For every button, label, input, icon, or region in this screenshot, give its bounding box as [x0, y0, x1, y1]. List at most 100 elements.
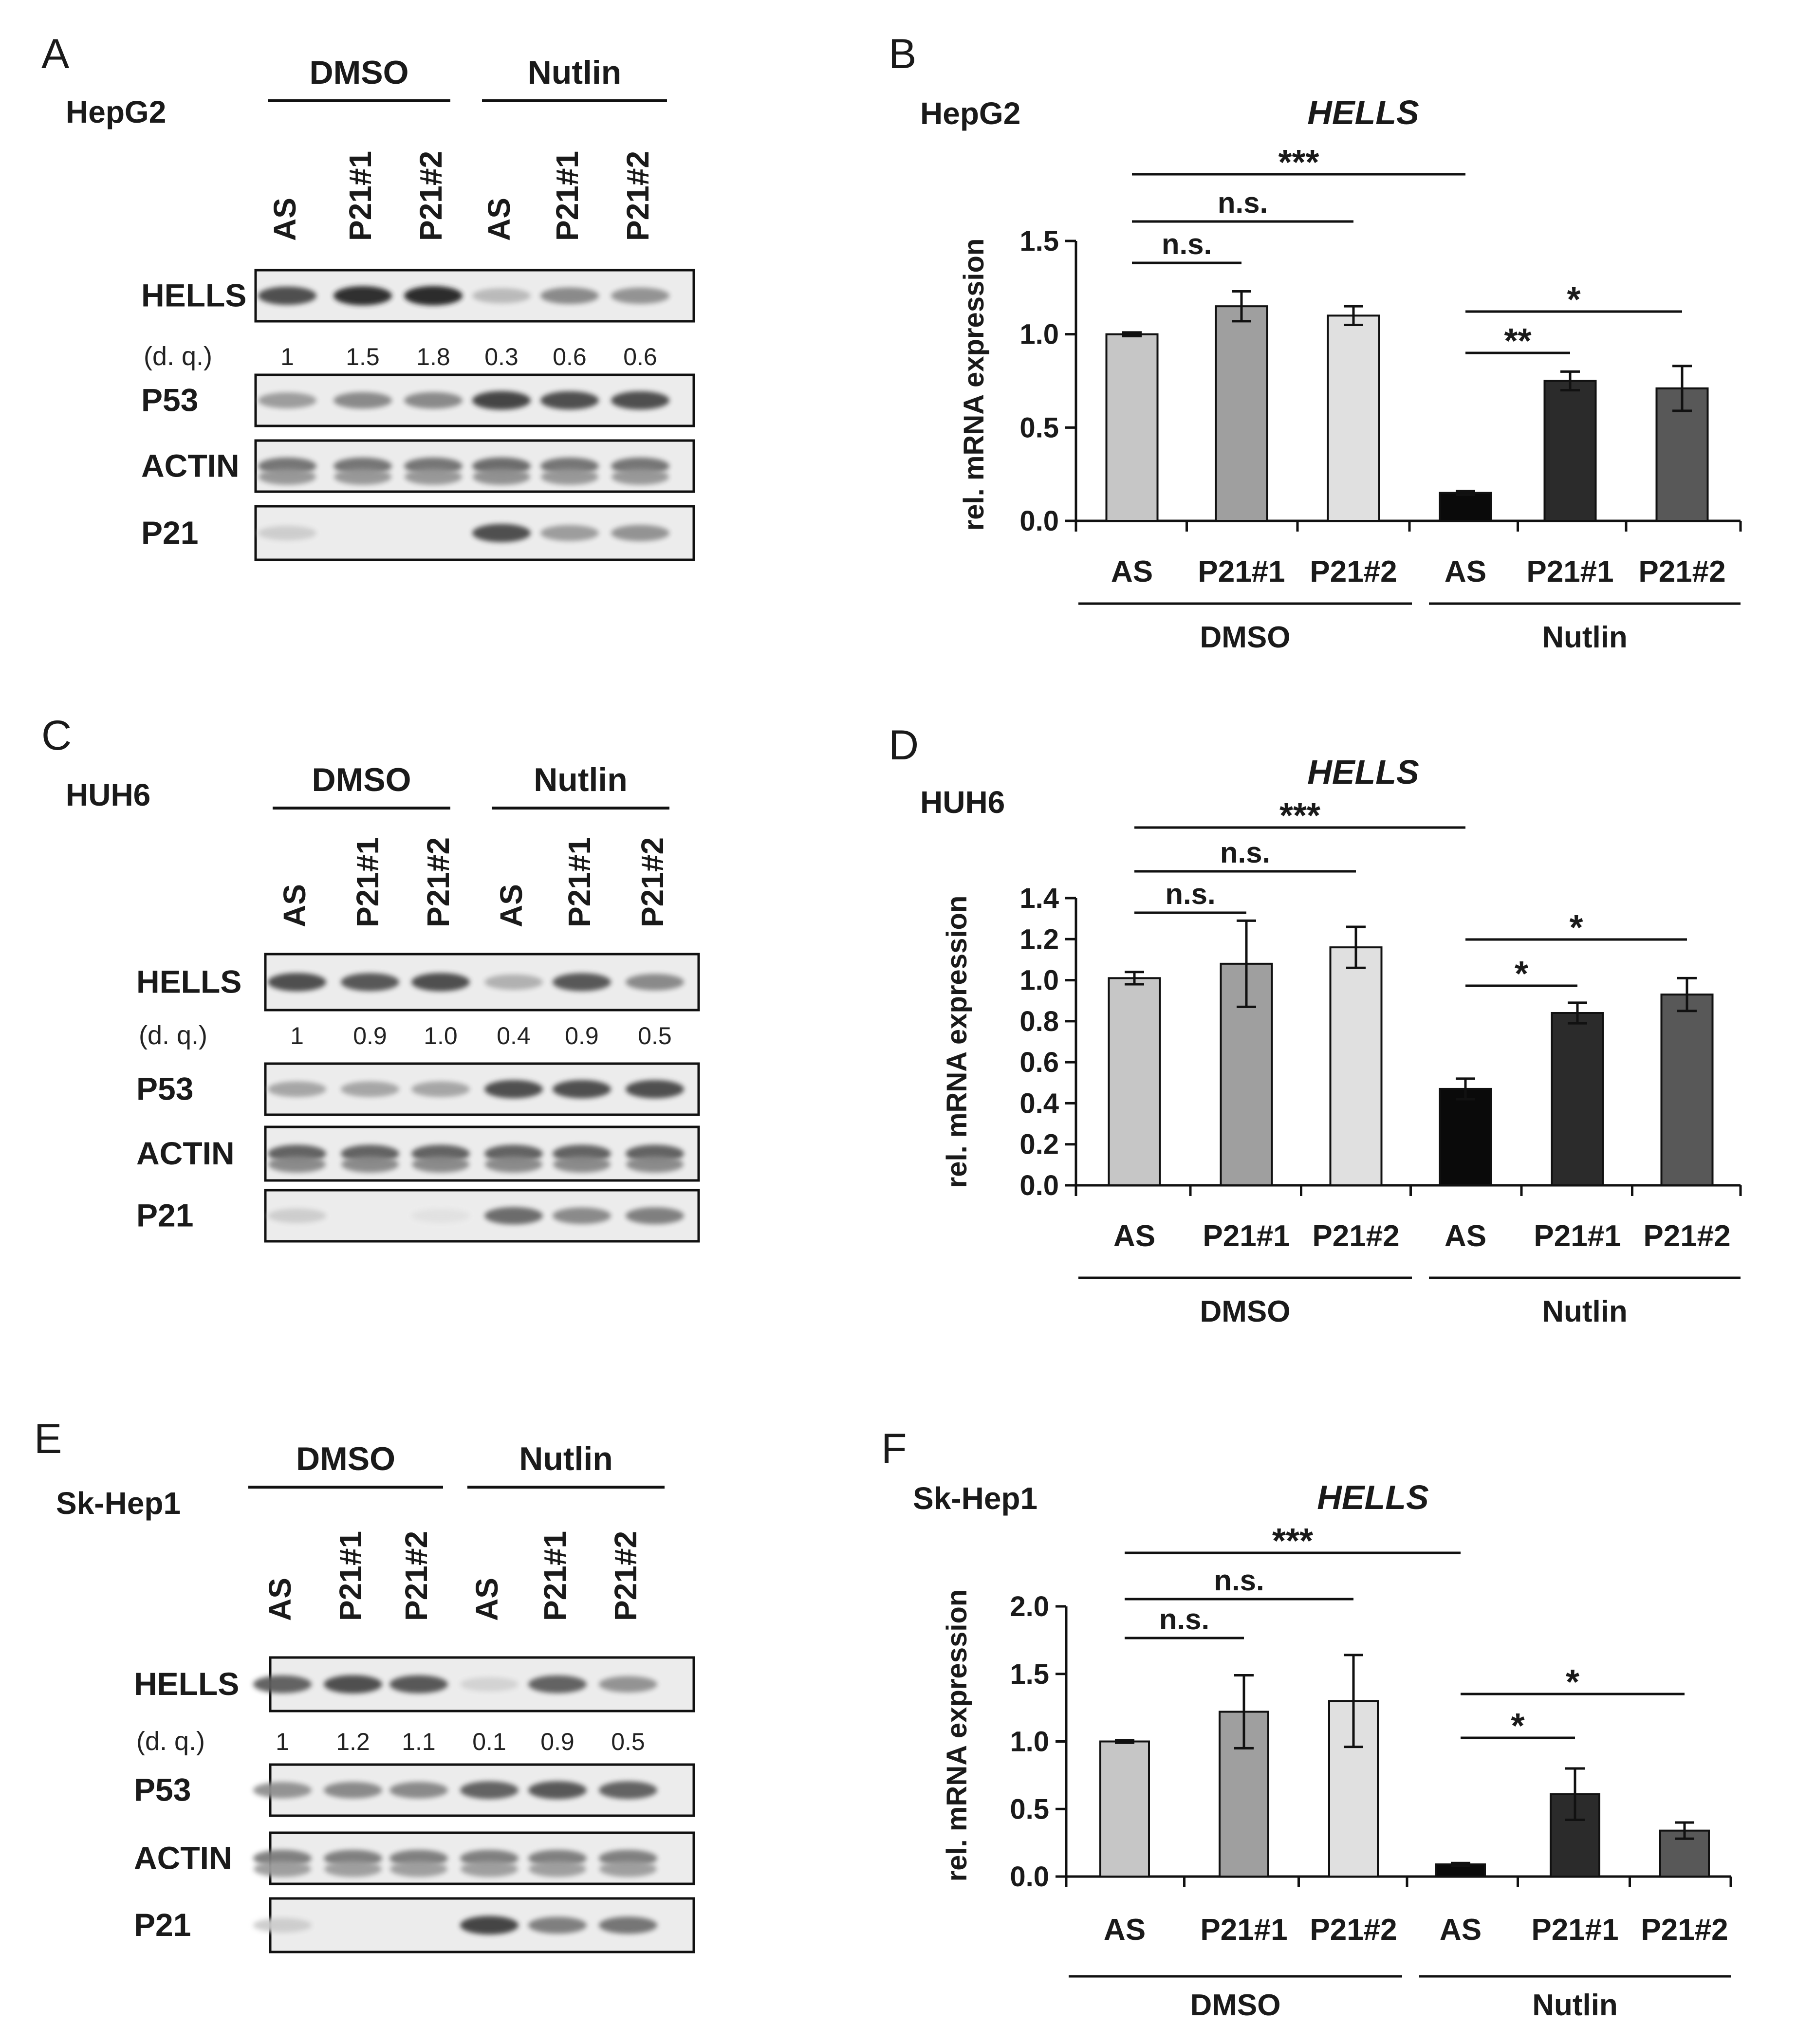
treatment-label: DMSO	[310, 54, 409, 91]
category-label: P21#2	[1643, 1219, 1730, 1253]
group-label: DMSO	[1200, 1295, 1291, 1328]
category-label: P21#2	[1310, 555, 1397, 589]
panel-letter: C	[41, 712, 72, 759]
blot-band	[268, 1156, 326, 1173]
category-label: P21#1	[1200, 1913, 1287, 1947]
significance-label: *	[1567, 280, 1580, 319]
blot-band	[484, 974, 543, 990]
category-label: P21#2	[1312, 1219, 1399, 1253]
y-tick-label: 0.5	[1010, 1793, 1049, 1825]
category-label: P21#2	[1638, 555, 1725, 589]
blot-band	[599, 1676, 657, 1693]
blot-row-actin: ACTIN	[134, 1831, 695, 1885]
blot-band	[389, 1675, 448, 1694]
blot-row-hells: HELLS	[136, 953, 700, 1012]
blot-band	[460, 1781, 519, 1799]
blot-band	[540, 287, 599, 304]
blot-band	[460, 1677, 519, 1692]
blot-band	[324, 1675, 382, 1694]
chart-panel-F: FSk-Hep1 HELLS rel. mRNA expression 0.0 0.5 1…	[881, 1425, 1732, 2022]
blot-band	[411, 973, 470, 992]
lane-label: AS	[277, 884, 312, 927]
lane-label: P21#1	[333, 1531, 368, 1621]
blot-row-p21: P21	[136, 1189, 700, 1243]
lane-label: P21#2	[413, 151, 448, 241]
blot-band	[472, 288, 531, 303]
y-tick-label: 0.2	[1019, 1129, 1059, 1160]
significance-label: n.s.	[1162, 228, 1212, 260]
blot-band	[412, 1156, 469, 1173]
y-tick-label: 1.2	[1019, 923, 1059, 955]
treatment-label: Nutlin	[519, 1440, 613, 1477]
blot-band	[390, 1861, 447, 1877]
dq-label: (d. q.)	[136, 1727, 205, 1756]
blot-row-p53: P53	[141, 373, 695, 427]
blot-band	[599, 1916, 657, 1934]
blot-band	[253, 1675, 312, 1694]
blot-band	[626, 1080, 684, 1099]
blot-band	[484, 1080, 543, 1099]
blot-band	[389, 1782, 448, 1799]
blot-row-label: HELLS	[134, 1666, 239, 1702]
blot-band	[528, 1781, 587, 1799]
dq-value: 0.5	[611, 1728, 645, 1755]
blot-row-label: P53	[134, 1772, 191, 1808]
dq-value: 1	[290, 1022, 304, 1050]
blot-panel-A: A HepG2 DMSO Nutlin AS P21#1 P21#2 AS P21#1 P21#2…	[41, 31, 695, 561]
treatment-label: Nutlin	[534, 761, 628, 798]
blot-band	[484, 1207, 543, 1225]
blot-row-label: ACTIN	[134, 1840, 232, 1876]
group-label: Nutlin	[1532, 1989, 1618, 2022]
y-tick-label: 0.8	[1019, 1006, 1059, 1037]
blot-row-label: ACTIN	[141, 448, 240, 484]
blot-band	[626, 974, 684, 991]
y-tick-label: 1.0	[1010, 1726, 1049, 1758]
bar	[1551, 1012, 1604, 1186]
significance-label: n.s.	[1165, 878, 1215, 910]
blot-band	[626, 1156, 684, 1173]
blot-band	[268, 973, 326, 992]
blot-band	[253, 1918, 312, 1933]
blot-band	[268, 1208, 326, 1223]
lane-label: P21#1	[350, 837, 385, 927]
significance-label: **	[1504, 322, 1531, 361]
dq-value: 1	[276, 1728, 289, 1755]
blot-band	[626, 1207, 684, 1224]
cell-line-label: HepG2	[66, 94, 166, 129]
blot-row-label: P21	[134, 1907, 191, 1943]
y-axis-label: rel. mRNA expression	[958, 239, 990, 531]
bar	[1439, 492, 1492, 522]
lane-label: P21#2	[421, 837, 456, 927]
lane-label: AS	[262, 1578, 297, 1621]
chart-title: HELLS	[1317, 1478, 1428, 1516]
blot-band	[529, 1861, 586, 1877]
lane-label: AS	[469, 1578, 504, 1621]
blot-band	[599, 1861, 657, 1877]
blot-band	[553, 1207, 611, 1224]
treatment-label: Nutlin	[528, 54, 622, 91]
y-tick-label: 0.0	[1019, 505, 1059, 537]
significance-label: n.s.	[1159, 1603, 1209, 1636]
blot-row-label: P53	[141, 382, 198, 418]
category-label: P21#1	[1534, 1219, 1621, 1253]
blot-band	[473, 468, 530, 485]
lane-label: P21#2	[399, 1531, 434, 1621]
blot-band	[334, 468, 391, 485]
blot-panel-E: E Sk-Hep1 DMSO Nutlin AS P21#1 P21#2 AS P21#1 P21…	[34, 1416, 695, 1953]
blot-row-actin: ACTIN	[141, 439, 695, 493]
blot-band	[485, 1156, 542, 1173]
blot-band	[611, 468, 669, 485]
chart-title: HELLS	[1307, 753, 1419, 791]
category-label: P21#2	[1310, 1913, 1397, 1947]
category-label: AS	[1113, 1219, 1155, 1253]
blot-row-label: P53	[136, 1071, 193, 1107]
dq-value: 0.6	[553, 343, 587, 370]
dq-value: 1.5	[346, 343, 380, 370]
blot-row-actin: ACTIN	[136, 1125, 700, 1182]
blot-row-label: P21	[136, 1197, 193, 1234]
dq-value: 0.9	[353, 1022, 387, 1050]
panel-letter: D	[889, 722, 919, 769]
